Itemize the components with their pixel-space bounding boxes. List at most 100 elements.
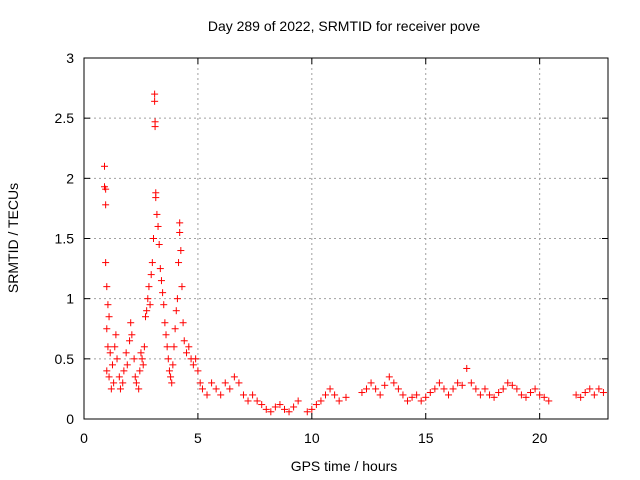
- data-point: [404, 397, 412, 405]
- data-point: [178, 283, 186, 291]
- data-point: [358, 389, 366, 397]
- data-point: [156, 265, 164, 273]
- data-point: [119, 379, 127, 387]
- data-point: [147, 271, 155, 279]
- data-point: [536, 391, 544, 399]
- data-point: [171, 325, 179, 333]
- data-point: [285, 408, 293, 416]
- data-point: [108, 361, 116, 369]
- data-point: [490, 393, 498, 401]
- data-point: [599, 389, 607, 397]
- data-point: [198, 385, 206, 393]
- data-point: [105, 313, 113, 321]
- data-point: [173, 295, 181, 303]
- data-point: [385, 373, 393, 381]
- data-point: [154, 222, 162, 230]
- data-point: [235, 379, 243, 387]
- data-point: [217, 391, 225, 399]
- data-point: [142, 313, 150, 321]
- data-point: [103, 325, 111, 333]
- x-tick-label: 10: [304, 430, 320, 446]
- data-point: [112, 331, 120, 339]
- data-point: [111, 343, 119, 351]
- data-point: [192, 355, 200, 363]
- data-point: [102, 185, 110, 193]
- y-axis-label: SRMTID / TECUs: [5, 183, 21, 293]
- y-tick-label: 1: [66, 291, 74, 307]
- data-point: [155, 241, 163, 249]
- data-point: [160, 301, 168, 309]
- y-tick-label: 1.5: [55, 231, 75, 247]
- chart-title: Day 289 of 2022, SRMTID for receiver pov…: [208, 18, 481, 34]
- data-point: [476, 391, 484, 399]
- x-tick-label: 0: [80, 430, 88, 446]
- data-point: [504, 379, 512, 387]
- data-point: [454, 379, 462, 387]
- data-point: [159, 289, 167, 297]
- y-tick-label: 0: [66, 411, 74, 427]
- data-point: [135, 385, 143, 393]
- data-point: [262, 405, 270, 413]
- data-point: [185, 343, 193, 351]
- data-point: [122, 349, 130, 357]
- data-point: [495, 389, 503, 397]
- data-point: [276, 401, 284, 409]
- y-tick-label: 2: [66, 170, 74, 186]
- x-tick-label: 15: [418, 430, 434, 446]
- data-point: [463, 364, 471, 372]
- y-tick-label: 0.5: [55, 351, 75, 367]
- data-point: [145, 283, 153, 291]
- data-point: [168, 379, 176, 387]
- data-point: [167, 373, 175, 381]
- data-point: [417, 397, 425, 405]
- data-point: [183, 349, 191, 357]
- data-point: [104, 343, 112, 351]
- data-point: [290, 403, 298, 411]
- tick-labels: 0 5 10 15 20 0 0.5 1 1.5 2 2.5 3: [55, 50, 548, 446]
- data-point: [331, 391, 339, 399]
- data-point: [394, 385, 402, 393]
- data-point: [531, 385, 539, 393]
- data-point: [308, 405, 316, 413]
- data-point: [103, 283, 111, 291]
- data-point: [426, 389, 434, 397]
- data-point: [151, 97, 159, 105]
- data-point: [126, 337, 134, 345]
- data-point: [102, 201, 110, 209]
- data-point: [164, 355, 172, 363]
- data-point: [162, 331, 170, 339]
- data-point: [194, 367, 202, 375]
- data-point: [143, 307, 151, 315]
- data-point: [581, 389, 589, 397]
- y-tick-label: 3: [66, 50, 74, 66]
- x-tick-label: 20: [532, 430, 548, 446]
- data-point: [176, 219, 184, 227]
- data-point: [151, 90, 159, 98]
- data-point: [258, 401, 266, 409]
- data-point: [103, 367, 111, 375]
- data-point: [107, 385, 115, 393]
- data-point: [486, 391, 494, 399]
- data-point: [312, 401, 320, 409]
- data-point: [175, 259, 183, 267]
- data-point: [499, 385, 507, 393]
- data-point: [149, 235, 157, 242]
- data-point: [367, 379, 375, 387]
- data-point: [230, 373, 238, 381]
- data-point: [151, 123, 159, 131]
- data-point: [157, 277, 165, 285]
- data-series: [101, 90, 607, 416]
- data-point: [140, 343, 148, 351]
- data-point: [472, 385, 480, 393]
- data-point: [431, 385, 439, 393]
- data-point: [169, 361, 177, 369]
- data-point: [170, 343, 178, 351]
- data-point: [458, 381, 466, 389]
- data-point: [128, 331, 136, 339]
- data-point: [249, 391, 257, 399]
- data-point: [120, 367, 128, 375]
- data-point: [179, 319, 187, 327]
- data-point: [177, 247, 185, 255]
- data-point: [104, 301, 112, 309]
